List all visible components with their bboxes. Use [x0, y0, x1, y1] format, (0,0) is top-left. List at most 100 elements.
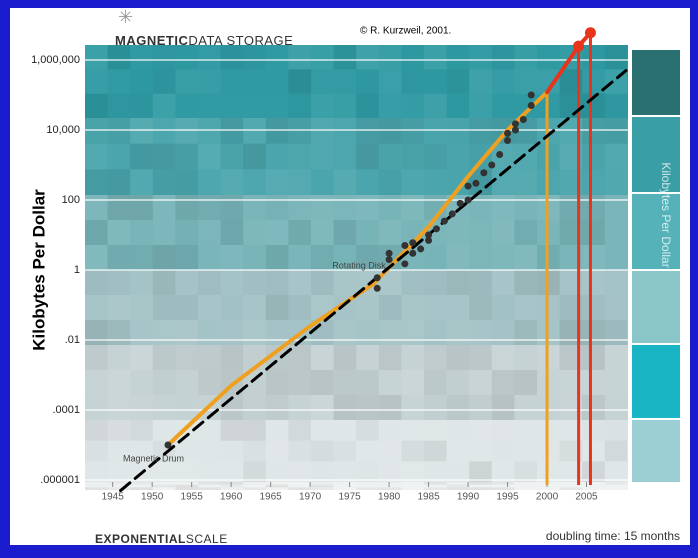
band-tile	[85, 118, 108, 144]
band-tile	[153, 94, 176, 118]
band-tile	[424, 370, 447, 395]
band-tile	[514, 45, 537, 69]
band-tile	[379, 441, 402, 462]
band-tile	[153, 370, 176, 395]
band-tile	[334, 441, 357, 462]
footer-strong: EXPONENTIAL	[95, 532, 186, 546]
band-tile	[582, 195, 605, 220]
band-tile	[582, 320, 605, 345]
band-tile	[424, 485, 447, 488]
band-tile	[447, 45, 470, 69]
band-tile	[356, 169, 379, 195]
band-tile	[288, 45, 311, 69]
band-tile	[288, 245, 311, 270]
band-tile	[130, 320, 153, 345]
band-tile	[379, 220, 402, 245]
band-tile	[447, 345, 470, 370]
band-tile	[334, 320, 357, 345]
band-tile	[469, 45, 492, 69]
band-tile	[379, 487, 402, 490]
band-tile	[492, 487, 515, 490]
band-tile	[175, 94, 198, 118]
band-tile	[266, 320, 289, 345]
series-label: Rotating Disk	[332, 261, 386, 271]
band-tile	[198, 245, 221, 270]
band-tile	[469, 370, 492, 395]
band-tile	[424, 441, 447, 462]
band-tile	[311, 345, 334, 370]
band-tile	[424, 144, 447, 170]
band-tile	[469, 118, 492, 144]
band-tile	[424, 420, 447, 441]
band-tile	[108, 370, 131, 395]
band-tile	[130, 245, 153, 270]
band-tile	[153, 295, 176, 320]
band-tile	[130, 295, 153, 320]
band-tile	[356, 482, 379, 485]
band-tile	[356, 395, 379, 420]
band-tile	[175, 270, 198, 295]
band-tile	[379, 420, 402, 441]
data-point	[496, 151, 503, 158]
band-tile	[221, 482, 244, 485]
band-tile	[356, 370, 379, 395]
band-tile	[424, 69, 447, 93]
band-tile	[379, 45, 402, 69]
band-tile	[605, 487, 628, 490]
x-tick-label: 1985	[417, 492, 440, 503]
band-tile	[85, 487, 108, 490]
band-tile	[334, 485, 357, 488]
band-tile	[582, 45, 605, 69]
band-tile	[311, 118, 334, 144]
band-tile	[288, 270, 311, 295]
band-tile	[447, 118, 470, 144]
band-tile	[175, 195, 198, 220]
band-tile	[334, 487, 357, 490]
band-tile	[356, 485, 379, 488]
x-tick-label: 1960	[220, 492, 243, 503]
band-tile	[605, 220, 628, 245]
band-tile	[266, 420, 289, 441]
band-tile	[266, 482, 289, 485]
footer: EXPONENTIALSCALE	[95, 532, 228, 546]
band-tile	[266, 461, 289, 482]
band-tile	[514, 482, 537, 485]
band-tile	[198, 270, 221, 295]
band-tile	[311, 195, 334, 220]
band-tile	[582, 295, 605, 320]
band-tile	[311, 220, 334, 245]
x-tick-label: 1995	[496, 492, 519, 503]
data-point	[512, 120, 519, 127]
note: doubling time: 15 months	[546, 529, 680, 543]
chart-title-strong: MAGNETIC	[115, 33, 188, 48]
band-tile	[288, 144, 311, 170]
band-tile	[356, 195, 379, 220]
band-tile	[514, 169, 537, 195]
band-tile	[266, 195, 289, 220]
band-tile	[469, 69, 492, 93]
chart-title: MAGNETICDATA STORAGE	[115, 33, 293, 48]
band-tile	[424, 295, 447, 320]
band-tile	[198, 487, 221, 490]
data-point	[441, 218, 448, 225]
band-tile	[605, 485, 628, 488]
band-tile	[221, 320, 244, 345]
band-tile	[492, 295, 515, 320]
band-tile	[424, 461, 447, 482]
band-tile	[469, 461, 492, 482]
band-tile	[108, 295, 131, 320]
band-tile	[311, 144, 334, 170]
band-tile	[198, 45, 221, 69]
data-point	[520, 116, 527, 123]
band-tile	[130, 144, 153, 170]
band-tile	[469, 220, 492, 245]
band-tile	[288, 118, 311, 144]
band-tile	[401, 487, 424, 490]
band-tile	[379, 195, 402, 220]
band-tile	[153, 118, 176, 144]
band-tile	[401, 320, 424, 345]
band-tile	[85, 395, 108, 420]
band-tile	[108, 45, 131, 69]
band-tile	[243, 485, 266, 488]
band-tile	[130, 270, 153, 295]
